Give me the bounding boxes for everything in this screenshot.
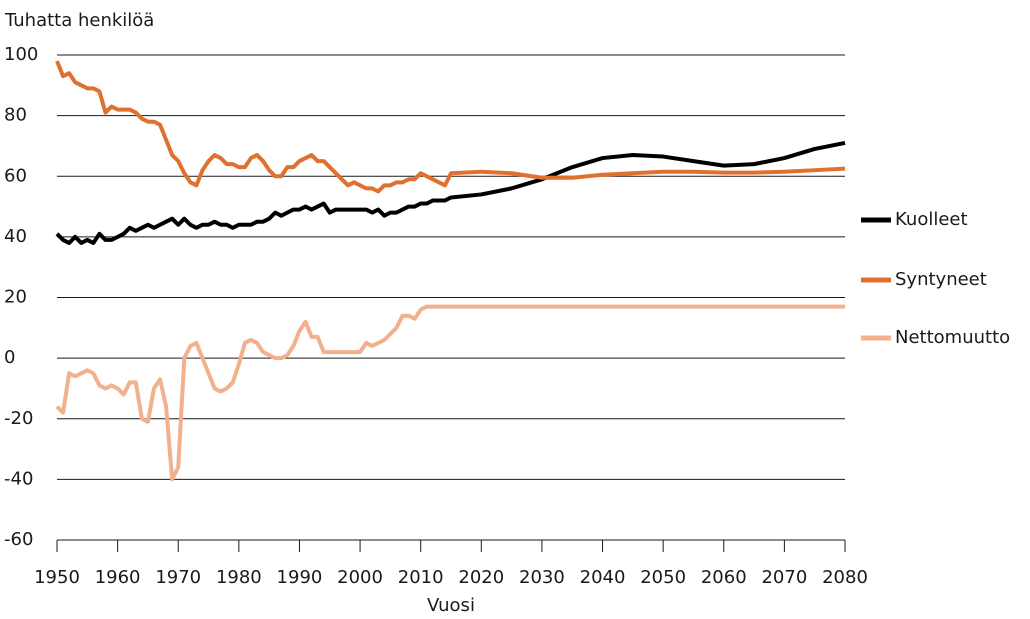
x-tick-label: 1950	[34, 567, 80, 588]
y-tick-label: 80	[4, 105, 27, 126]
legend-label: Nettomuutto	[895, 327, 1010, 348]
y-tick-label: -20	[4, 408, 33, 429]
line-series	[55, 140, 846, 245]
y-tick-label: 0	[4, 347, 15, 368]
legend-label: Syntyneet	[895, 269, 987, 290]
x-tick-label: 2070	[761, 567, 807, 588]
line-series	[55, 304, 845, 482]
x-tick-label: 2010	[398, 567, 444, 588]
y-tick-label: 60	[4, 165, 27, 186]
y-tick-label: 100	[4, 44, 38, 65]
x-tick-label: 2060	[701, 567, 747, 588]
x-tick-label: 1960	[95, 567, 141, 588]
x-tick-label: 2040	[580, 567, 626, 588]
y-tick-label: 40	[4, 226, 27, 247]
y-tick-label: -60	[4, 529, 33, 550]
y-tick-label: -40	[4, 468, 33, 489]
x-tick-label: 2080	[822, 567, 868, 588]
x-tick-label: 1970	[155, 567, 201, 588]
x-tick-label: 2000	[337, 567, 383, 588]
x-tick-label: 2050	[640, 567, 686, 588]
x-tick-label: 2020	[458, 567, 504, 588]
legend-label: Kuolleet	[895, 209, 968, 230]
axis-title-y: Tuhatta henkilöä	[4, 10, 154, 31]
y-tick-label: 20	[4, 287, 27, 308]
x-tick-label: 2030	[519, 567, 565, 588]
x-tick-label: 1990	[277, 567, 323, 588]
axis-title-x: Vuosi	[427, 595, 475, 616]
line-series	[55, 60, 846, 194]
x-tick-label: 1980	[216, 567, 262, 588]
